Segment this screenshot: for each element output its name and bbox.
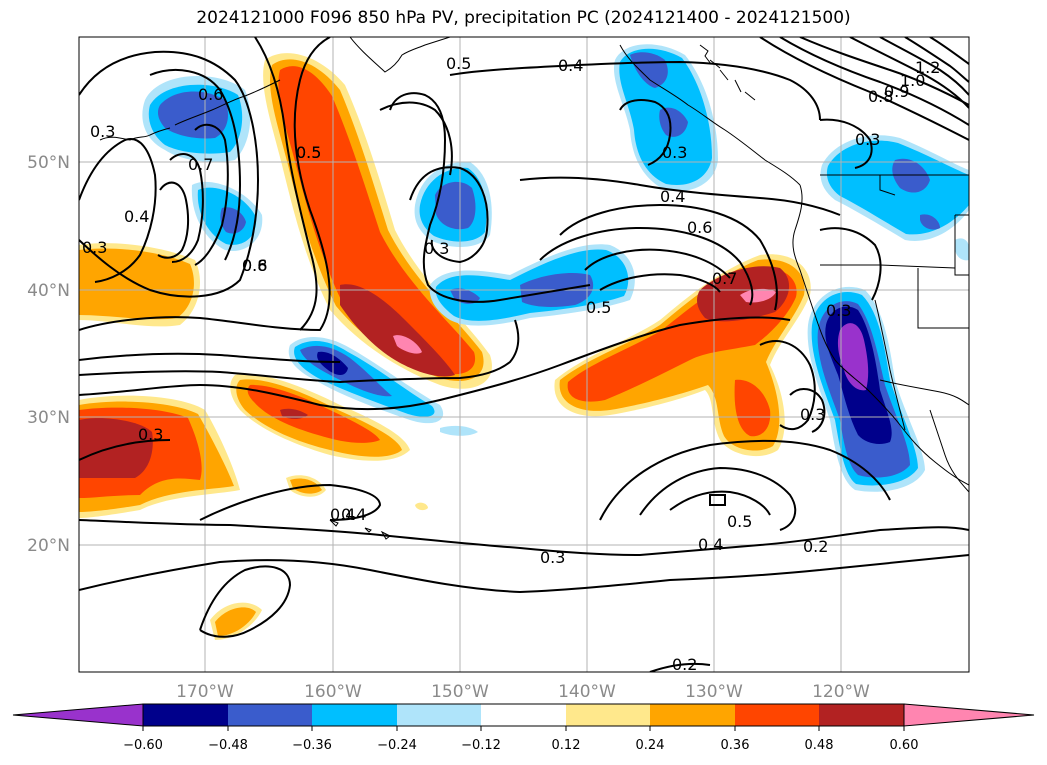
lon-label-140w: 140°W [558, 682, 616, 702]
contour-label: 0.9 [884, 82, 909, 101]
lon-label-170w: 170°W [176, 682, 234, 702]
lon-label-130w: 130°W [685, 682, 743, 702]
longitude-labels: 170°W 160°W 150°W 140°W 130°W 120°W [176, 682, 870, 702]
contour-label: 0.3 [800, 405, 825, 424]
colorbar-tick-label: 0.12 [552, 738, 581, 753]
contour-label: 1.0 [900, 71, 925, 90]
lat-label-20n: 20°N [27, 536, 70, 556]
precip-anomaly-fills [79, 44, 969, 640]
lon-label-120w: 120°W [812, 682, 870, 702]
contour-label: 0.5 [446, 54, 471, 73]
contour-label: 0.5 [296, 143, 321, 162]
contour-label: 1.2 [915, 58, 940, 77]
lon-label-150w: 150°W [431, 682, 489, 702]
colorbar-tick-label: −0.36 [292, 738, 332, 753]
contour-label: 0.6 [198, 85, 223, 104]
colorbar-bin [735, 704, 819, 726]
precip-fill-mid-blue [157, 91, 229, 139]
contour-label: 0.4 [660, 187, 685, 206]
colorbar-extend-max [903, 703, 1035, 727]
contour-label: 0.3 [540, 548, 565, 567]
colorbar-bin [819, 704, 904, 726]
colorbar-bin [312, 704, 397, 726]
contour-label: 0.5 [727, 512, 752, 531]
colorbar-tick-label: 0.36 [721, 738, 750, 753]
contour-label: 0.8 [242, 256, 267, 275]
contour-label: 0.2 [803, 537, 828, 556]
pv-contours [79, 37, 969, 672]
lat-label-50n: 50°N [27, 153, 70, 173]
contour-label: 0.2 [672, 655, 697, 674]
contour-label: 0.3 [138, 425, 163, 444]
contour-label: 0.3 [82, 238, 107, 257]
contour-label: 0.7 [712, 269, 737, 288]
contour-label: 0.3 [826, 301, 851, 320]
contour-label: 0.4 [341, 505, 366, 524]
colorbar: −0.60 −0.48 −0.36 −0.24 −0.12 0.12 0.24 … [12, 703, 1035, 753]
colorbar-tick-label: 0.24 [636, 738, 665, 753]
colorbar-bin [143, 704, 228, 726]
colorbar-tick-label: −0.48 [208, 738, 248, 753]
colorbar-tick-label: 0.48 [805, 738, 834, 753]
contour-label: 0.3 [90, 122, 115, 141]
colorbar-extend-min [12, 703, 144, 727]
colorbar-bin [397, 704, 481, 726]
colorbar-tick-label: −0.60 [123, 738, 163, 753]
colorbar-tick-label: 0.60 [890, 738, 919, 753]
colorbar-tick-label: −0.12 [461, 738, 501, 753]
contour-label: 0.4 [124, 207, 149, 226]
map-frame [78, 36, 970, 673]
colorbar-bin [650, 704, 735, 726]
contour-label: 0.5 [296, 143, 321, 162]
colorbar-bin [566, 704, 650, 726]
contour-label: 0.4 [698, 535, 723, 554]
colorbar-tick-label: −0.24 [377, 738, 417, 753]
lat-label-40n: 40°N [27, 281, 70, 301]
contour-label: 0.4 [558, 56, 583, 75]
contour-label: 0.6 [687, 218, 712, 237]
colorbar-bin [228, 704, 312, 726]
chart-title: 2024121000 F096 850 hPa PV, precipitatio… [196, 8, 851, 28]
coastlines [99, 37, 969, 540]
contour-label: 0.3 [662, 143, 687, 162]
plot-area: 0.5 0.4 1.2 1.0 0.9 0.8 0.6 0.3 0.7 0.5 … [79, 37, 969, 674]
contour-label: 0.7 [188, 155, 213, 174]
lon-label-160w: 160°W [304, 682, 362, 702]
contour-label: 0.6 [242, 256, 267, 275]
contour-label: 0.8 [868, 87, 893, 106]
latitude-labels: 50°N 40°N 30°N 20°N [27, 153, 70, 556]
contour-label: 0.3 [855, 130, 880, 149]
contour-label: 0.5 [586, 298, 611, 317]
lat-label-30n: 30°N [27, 408, 70, 428]
contour-labels: 0.5 0.4 1.2 1.0 0.9 0.8 0.6 0.3 0.7 0.5 … [82, 54, 940, 674]
contour-label: 0.4 [330, 505, 355, 524]
contour-label: 0.3 [424, 239, 449, 258]
colorbar-bin [481, 704, 566, 726]
